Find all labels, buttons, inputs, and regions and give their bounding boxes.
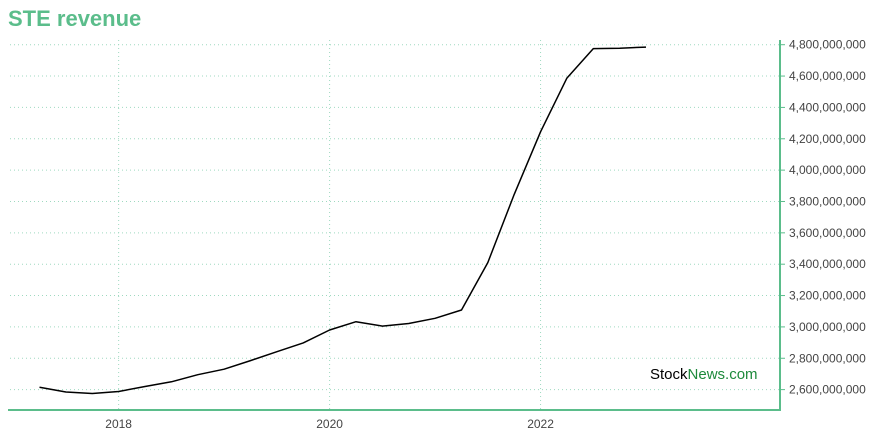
y-tick-label: 4,800,000,000 [789,38,866,52]
x-tick-label: 2018 [105,417,132,431]
y-tick-label: 3,800,000,000 [789,194,866,208]
y-tick-label: 3,600,000,000 [789,226,866,240]
chart-title: STE revenue [8,6,142,31]
y-tick-label: 3,400,000,000 [789,257,866,271]
y-tick-label: 4,400,000,000 [789,100,866,114]
watermark-news: News [688,366,726,383]
watermark: StockNews.com [650,366,758,383]
y-tick-label: 2,800,000,000 [789,351,866,365]
y-tick-label: 4,000,000,000 [789,163,866,177]
y-tick-label: 3,200,000,000 [789,289,866,303]
x-axis-ticks: 2018 2020 2022 [105,417,554,431]
y-tick-label: 2,600,000,000 [789,383,866,397]
y-tick-label: 4,200,000,000 [789,132,866,146]
y-tick-label: 3,000,000,000 [789,320,866,334]
y-axis-ticks: 2,600,000,000 2,800,000,000 3,000,000,000 3… [780,38,866,397]
y-tick-label: 4,600,000,000 [789,69,866,83]
series-group [39,46,647,395]
axes [8,40,781,411]
watermark-stock: Stock [650,366,688,383]
x-tick-label: 2022 [527,417,554,431]
x-tick-label: 2020 [316,417,343,431]
revenue-line [39,46,647,395]
watermark-com: .com [725,366,758,383]
grid-lines [10,40,780,410]
